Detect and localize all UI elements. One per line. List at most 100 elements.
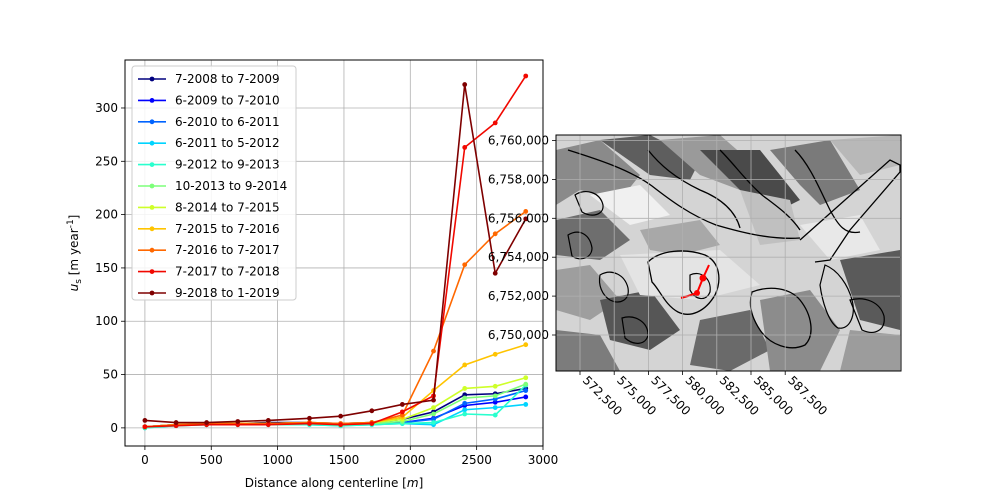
legend-swatch-marker: [149, 205, 155, 210]
legend-label: 9-2012 to 9-2013: [175, 158, 280, 172]
data-point: [523, 209, 529, 214]
x-ticks: 0 500 1000 1500 2000 2500 3000: [141, 446, 558, 467]
legend-swatch-marker: [149, 269, 155, 274]
data-point: [492, 231, 498, 237]
map-y-ticks: 6,750,000 6,752,000 6,754,000 6,756,000 6,75…: [488, 134, 556, 342]
map-y-tick-label: 6,750,000: [488, 328, 549, 342]
data-point: [431, 411, 436, 417]
data-point: [462, 395, 468, 401]
legend-swatch-marker: [149, 247, 155, 253]
y-tick-label: 250: [95, 154, 118, 168]
data-point: [369, 408, 375, 414]
data-point: [523, 216, 529, 222]
hillshade-map: [556, 135, 901, 371]
data-point: [492, 270, 498, 276]
legend-swatch-marker: [149, 226, 155, 232]
data-point: [462, 400, 468, 406]
map-y-tick-label: 6,754,000: [488, 250, 549, 264]
data-point: [492, 393, 498, 399]
map-y-tick-label: 6,758,000: [488, 172, 549, 186]
terminus-marker: [699, 274, 707, 282]
plot-frame: [124, 59, 544, 447]
data-point: [523, 388, 529, 393]
legend-label: 8-2014 to 7-2015: [175, 200, 280, 214]
x-tick-label: 1500: [329, 453, 360, 467]
y-ticks: 0 50 100 150 200 250 300: [95, 101, 125, 435]
x-axis-label: Distance along centerline [m]: [245, 476, 424, 490]
data-point: [142, 418, 148, 423]
data-point: [399, 409, 405, 415]
legend-swatch-marker: [149, 140, 155, 146]
legend-swatch-marker: [149, 290, 155, 296]
map-y-tick-label: 6,760,000: [488, 134, 549, 148]
legend-swatch-marker: [149, 119, 155, 125]
legend-label: 10-2013 to 9-2014: [175, 179, 287, 193]
data-point: [369, 421, 375, 427]
legend-swatch-marker: [149, 162, 155, 168]
data-point: [265, 422, 271, 428]
data-point: [462, 407, 468, 413]
data-point: [523, 342, 529, 348]
x-tick-label: 2500: [461, 453, 492, 467]
y-tick-label: 100: [95, 314, 118, 328]
data-point: [492, 351, 498, 357]
legend: 7-2008 to 7-2009 6-2009 to 7-2010 6-2010 t…: [131, 65, 297, 301]
x-tick-label: 500: [200, 453, 223, 467]
x-tick-label: 1000: [262, 453, 293, 467]
map-y-tick-label: 6,752,000: [488, 289, 549, 303]
legend-label: 7-2016 to 7-2017: [175, 243, 280, 257]
y-tick-label: 0: [110, 421, 118, 435]
data-point: [235, 419, 241, 424]
data-point: [523, 394, 529, 400]
y-tick-label: 50: [103, 368, 118, 382]
y-tick-label: 150: [95, 261, 118, 275]
data-point: [492, 120, 498, 126]
legend-swatch-marker: [149, 183, 155, 189]
data-point: [492, 383, 498, 389]
legend-box: [131, 65, 297, 301]
x-tick-label: 3000: [528, 453, 559, 467]
data-point: [307, 421, 312, 427]
map-x-ticks: 572,500575,000577,500580,000582,500585,0…: [579, 371, 830, 418]
data-point: [338, 422, 344, 428]
data-point: [523, 402, 529, 407]
x-tick-label: 0: [141, 453, 149, 467]
data-point: [307, 415, 312, 421]
legend-label: 7-2017 to 7-2018: [175, 265, 280, 279]
data-point: [462, 82, 468, 87]
map-gridlines: [556, 135, 901, 371]
y-tick-label: 200: [95, 208, 118, 222]
data-point: [204, 420, 210, 425]
data-point: [523, 375, 529, 381]
data-point: [462, 411, 468, 417]
data-point: [399, 402, 405, 407]
data-point: [462, 386, 468, 391]
data-point: [523, 73, 529, 79]
data-point: [265, 418, 271, 423]
legend-label: 7-2008 to 7-2009: [175, 72, 280, 86]
data-point: [173, 420, 179, 425]
map-frame: [555, 134, 902, 372]
data-point: [338, 413, 344, 419]
legend-label: 6-2010 to 6-2011: [175, 115, 280, 129]
data-point: [462, 262, 468, 268]
centerline-point-marker: [694, 290, 700, 296]
data-point: [492, 412, 498, 418]
data-point: [431, 397, 436, 403]
data-point: [462, 145, 468, 150]
map-y-tick-label: 6,756,000: [488, 211, 549, 225]
legend-label: 7-2015 to 7-2016: [175, 222, 280, 236]
legend-swatch-marker: [149, 98, 155, 103]
data-point: [523, 381, 529, 387]
data-point: [142, 424, 148, 430]
y-axis-label: us [m year-1]: [66, 215, 84, 292]
y-tick-label: 300: [95, 101, 118, 115]
legend-swatch-marker: [149, 76, 155, 82]
series-group: [142, 73, 529, 431]
legend-label: 6-2011 to 5-2012: [175, 136, 280, 150]
data-point: [431, 405, 436, 411]
data-point: [431, 348, 436, 354]
data-point: [431, 420, 436, 425]
line-chart: 0 500 1000 1500 2000 2500 3000 0 50 100 150 200 250…: [66, 59, 558, 490]
